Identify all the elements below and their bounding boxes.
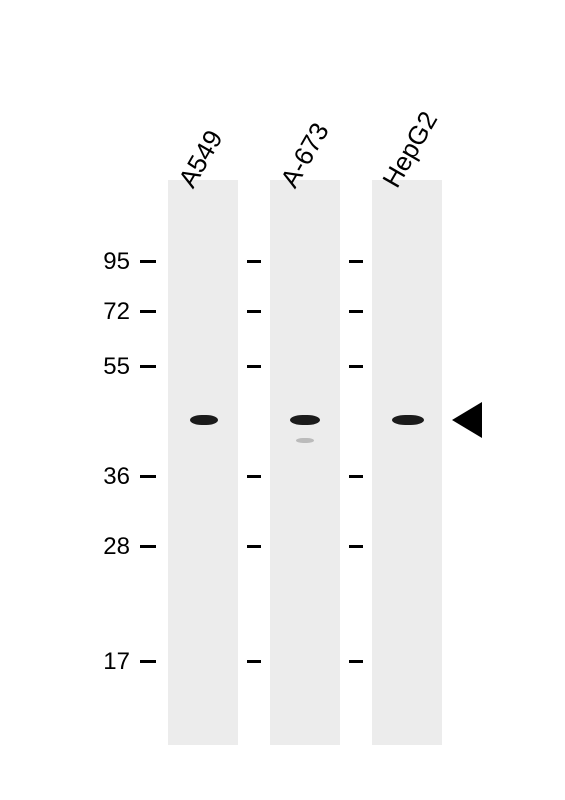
mw-tick [247, 475, 261, 478]
lane-hepg2 [372, 180, 442, 745]
lane-a673 [270, 180, 340, 745]
mw-label-17: 17 [90, 648, 130, 676]
mw-tick [247, 260, 261, 263]
mw-tick [140, 310, 156, 313]
mw-tick [349, 310, 363, 313]
mw-tick [140, 260, 156, 263]
mw-tick [247, 365, 261, 368]
mw-tick [247, 310, 261, 313]
mw-tick [349, 660, 363, 663]
mw-tick [247, 545, 261, 548]
mw-tick [349, 545, 363, 548]
mw-tick [140, 365, 156, 368]
mw-tick [349, 475, 363, 478]
faint-band [296, 438, 314, 443]
mw-tick [140, 660, 156, 663]
mw-label-72: 72 [90, 298, 130, 326]
western-blot-figure: A549 A-673 HepG2 95 72 55 36 28 17 [0, 0, 565, 800]
mw-label-28: 28 [90, 533, 130, 561]
mw-tick [247, 660, 261, 663]
mw-label-36: 36 [90, 463, 130, 491]
target-arrow-icon [452, 402, 482, 438]
mw-label-55: 55 [90, 353, 130, 381]
lane-a549 [168, 180, 238, 745]
target-band [290, 415, 320, 425]
mw-tick [140, 545, 156, 548]
target-band [190, 415, 218, 425]
mw-tick [349, 260, 363, 263]
mw-label-95: 95 [90, 248, 130, 276]
mw-tick [140, 475, 156, 478]
target-band [392, 415, 424, 425]
mw-tick [349, 365, 363, 368]
